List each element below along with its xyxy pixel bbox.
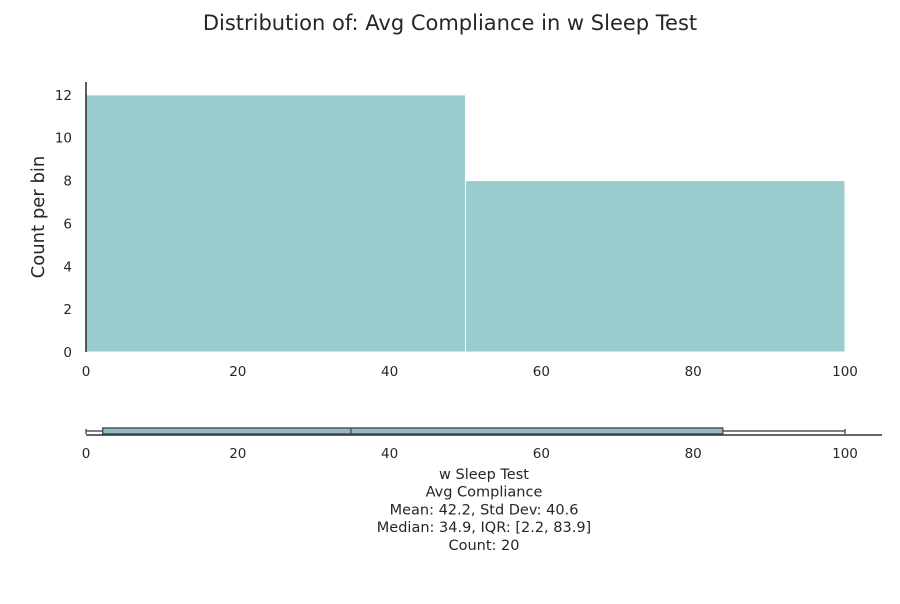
y-tick-label: 4 — [63, 259, 72, 275]
y-tick-label: 12 — [55, 88, 72, 104]
y-tick-label: 10 — [55, 131, 72, 147]
y-tick-label: 0 — [63, 345, 72, 361]
x-tick-label: 20 — [229, 364, 246, 380]
y-tick-label: 2 — [63, 302, 72, 318]
box-plot-axis: 0 20 40 60 80 100 — [82, 434, 882, 462]
box-x-tick-label: 40 — [381, 446, 398, 462]
x-tick-label: 40 — [381, 364, 398, 380]
summary-line: w Sleep Test — [439, 467, 529, 483]
iqr-box — [101, 427, 724, 435]
histogram-bar — [85, 94, 466, 353]
summary-line: Avg Compliance — [426, 485, 543, 501]
summary-line: Median: 34.9, IQR: [2.2, 83.9] — [377, 520, 591, 536]
y-tick-label: 8 — [63, 174, 72, 190]
y-axis-label: Count per bin — [28, 156, 49, 279]
histogram-axes: 0 2 4 6 8 10 12 0 20 40 60 80 100 — [55, 82, 858, 380]
summary-line: Count: 20 — [448, 538, 519, 554]
box-plot — [85, 427, 846, 435]
x-tick-label: 80 — [685, 364, 702, 380]
histogram-bars — [85, 94, 846, 353]
box-x-tick-label: 0 — [82, 446, 91, 462]
box-x-tick-label: 20 — [229, 446, 246, 462]
x-tick-label: 60 — [533, 364, 550, 380]
box-x-tick-label: 60 — [533, 446, 550, 462]
chart-title: Distribution of: Avg Compliance in w Sle… — [203, 11, 697, 35]
summary-line: Mean: 42.2, Std Dev: 40.6 — [390, 502, 579, 518]
histogram-bar — [465, 180, 846, 353]
x-tick-label: 0 — [82, 364, 91, 380]
y-tick-label: 6 — [63, 216, 72, 232]
box-x-tick-label: 80 — [685, 446, 702, 462]
x-tick-label: 100 — [832, 364, 858, 380]
box-x-tick-label: 100 — [832, 446, 858, 462]
